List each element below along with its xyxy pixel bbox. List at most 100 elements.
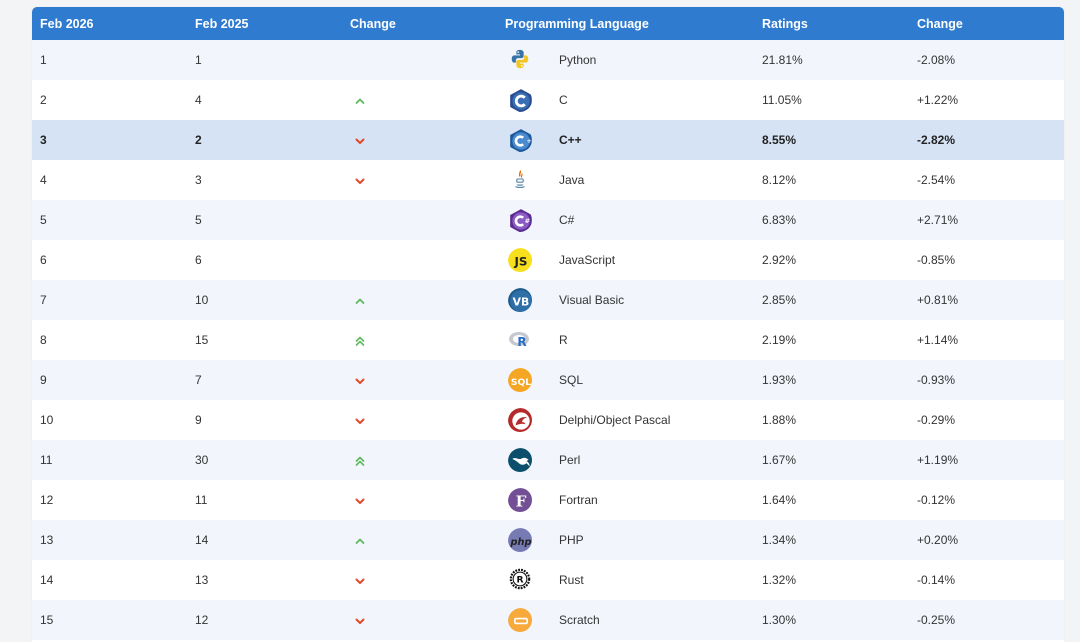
language-icon-cell: [497, 80, 557, 120]
svg-text:SQL: SQL: [511, 377, 531, 388]
rating-value: 1.32%: [754, 560, 909, 600]
rating-change: +2.71%: [909, 200, 1064, 240]
rank-current: 8: [32, 320, 187, 360]
rating-change: -0.25%: [909, 600, 1064, 640]
arrow-down-icon: [354, 615, 366, 627]
table-row[interactable]: 11 30 Perl 1.67% +1.19%: [32, 440, 1064, 480]
rating-change: -0.29%: [909, 400, 1064, 440]
rating-value: 8.55%: [754, 120, 909, 160]
trend-cell: [342, 520, 497, 560]
language-name[interactable]: Scratch: [557, 600, 754, 640]
table-row[interactable]: 12 11 F Fortran 1.64% -0.12%: [32, 480, 1064, 520]
table-row[interactable]: 1 1 Python 21.81% -2.08%: [32, 40, 1064, 80]
language-name[interactable]: Java: [557, 160, 754, 200]
scratch-icon: [508, 608, 532, 632]
table-row[interactable]: 4 3 Java 8.12% -2.54%: [32, 160, 1064, 200]
language-name[interactable]: PHP: [557, 520, 754, 560]
rating-value: 21.81%: [754, 40, 909, 80]
svg-text:F: F: [516, 492, 527, 510]
header-programming-language[interactable]: Programming Language: [497, 7, 754, 40]
table-row[interactable]: 5 5 # C# 6.83% +2.71%: [32, 200, 1064, 240]
rank-previous: 2: [187, 120, 342, 160]
table-row[interactable]: 2 4 C 11.05% +1.22%: [32, 80, 1064, 120]
perl-icon: [508, 448, 532, 472]
language-name[interactable]: JavaScript: [557, 240, 754, 280]
table-row[interactable]: 7 10 VB Visual Basic 2.85% +0.81%: [32, 280, 1064, 320]
trend-cell: [342, 600, 497, 640]
language-name[interactable]: C#: [557, 200, 754, 240]
svg-text:+: +: [526, 137, 531, 145]
table-row[interactable]: 10 9 Delphi/Object Pascal 1.88% -0.29%: [32, 400, 1064, 440]
language-name[interactable]: SQL: [557, 360, 754, 400]
language-name[interactable]: Visual Basic: [557, 280, 754, 320]
svg-text:VB: VB: [513, 295, 530, 308]
header-change[interactable]: Change: [342, 7, 497, 40]
rank-current: 14: [32, 560, 187, 600]
language-name[interactable]: Perl: [557, 440, 754, 480]
trend-cell: [342, 280, 497, 320]
rating-value: 1.34%: [754, 520, 909, 560]
rating-value: 1.67%: [754, 440, 909, 480]
sql-icon: SQL: [508, 368, 532, 392]
double-arrow-up-icon: [354, 455, 366, 467]
rating-value: 8.12%: [754, 160, 909, 200]
rank-current: 13: [32, 520, 187, 560]
rating-change: -0.12%: [909, 480, 1064, 520]
python-icon: [508, 48, 532, 72]
table-row[interactable]: 14 13 R Rust 1.32% -0.14%: [32, 560, 1064, 600]
csharp-icon: #: [508, 208, 532, 232]
ranking-table-container: Feb 2026 Feb 2025 Change Programming Lan…: [32, 7, 1064, 642]
table-row[interactable]: 15 12 Scratch 1.30% -0.25%: [32, 600, 1064, 640]
language-icon-cell: +: [497, 120, 557, 160]
trend-cell: [342, 120, 497, 160]
arrow-down-icon: [354, 375, 366, 387]
table-row[interactable]: 6 6 JS JavaScript 2.92% -0.85%: [32, 240, 1064, 280]
language-name[interactable]: Fortran: [557, 480, 754, 520]
rank-current: 9: [32, 360, 187, 400]
trend-cell: [342, 40, 497, 80]
cpp-icon: +: [508, 128, 532, 152]
delphi-icon: [508, 408, 532, 432]
header-feb-2025[interactable]: Feb 2025: [187, 7, 342, 40]
language-name[interactable]: C: [557, 80, 754, 120]
language-name[interactable]: Python: [557, 40, 754, 80]
table-row[interactable]: 9 7 SQL SQL 1.93% -0.93%: [32, 360, 1064, 400]
language-name[interactable]: Delphi/Object Pascal: [557, 400, 754, 440]
visual-basic-icon: VB: [508, 288, 532, 312]
rank-previous: 12: [187, 600, 342, 640]
language-icon-cell: R: [497, 320, 557, 360]
ranking-table: Feb 2026 Feb 2025 Change Programming Lan…: [32, 7, 1064, 640]
arrow-up-icon: [354, 95, 366, 107]
svg-text:php: php: [510, 537, 532, 548]
header-change-percent[interactable]: Change: [909, 7, 1064, 40]
rating-change: +1.22%: [909, 80, 1064, 120]
trend-cell: [342, 320, 497, 360]
table-row[interactable]: 8 15 R R 2.19% +1.14%: [32, 320, 1064, 360]
rank-previous: 15: [187, 320, 342, 360]
svg-text:#: #: [525, 217, 530, 225]
rating-value: 1.93%: [754, 360, 909, 400]
language-name[interactable]: Rust: [557, 560, 754, 600]
rank-current: 1: [32, 40, 187, 80]
language-icon-cell: SQL: [497, 360, 557, 400]
rank-previous: 7: [187, 360, 342, 400]
trend-cell: [342, 560, 497, 600]
header-ratings[interactable]: Ratings: [754, 7, 909, 40]
trend-cell: [342, 360, 497, 400]
rating-change: -0.14%: [909, 560, 1064, 600]
table-row[interactable]: 13 14 php PHP 1.34% +0.20%: [32, 520, 1064, 560]
header-feb-2026[interactable]: Feb 2026: [32, 7, 187, 40]
rank-previous: 10: [187, 280, 342, 320]
language-icon-cell: [497, 440, 557, 480]
arrow-down-icon: [354, 575, 366, 587]
rank-previous: 30: [187, 440, 342, 480]
rating-value: 2.92%: [754, 240, 909, 280]
language-name[interactable]: R: [557, 320, 754, 360]
table-row[interactable]: 3 2 + C++ 8.55% -2.82%: [32, 120, 1064, 160]
rating-change: +1.19%: [909, 440, 1064, 480]
trend-cell: [342, 480, 497, 520]
rank-previous: 14: [187, 520, 342, 560]
language-name[interactable]: C++: [557, 120, 754, 160]
language-icon-cell: [497, 400, 557, 440]
table-body: 1 1 Python 21.81% -2.08% 2 4 C 11.05% +1.22% 3 2 + C+…: [32, 40, 1064, 640]
